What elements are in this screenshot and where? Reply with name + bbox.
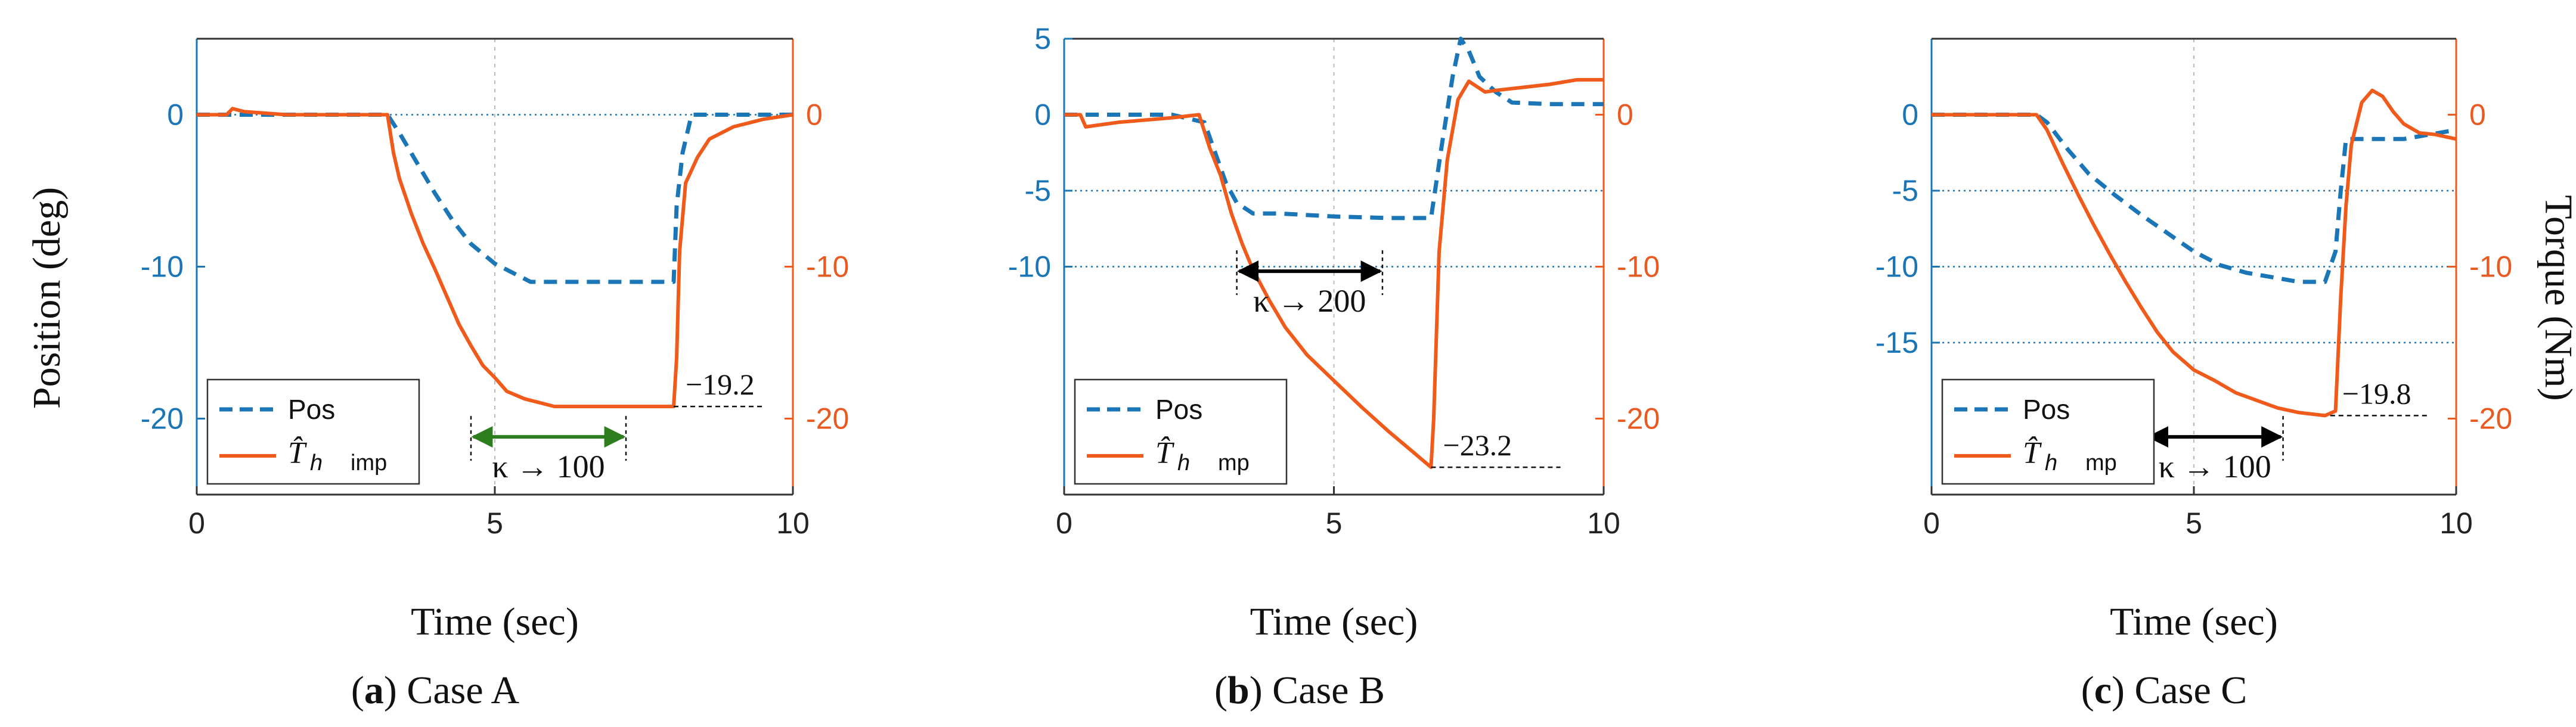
y-left-tick-label: -5 [1025,174,1051,207]
y-right-tick-label: -20 [806,402,849,436]
x-tick-label: 5 [486,507,503,540]
panel-case-c: 0 5 10 0 -5 -10 -15 0 -10 -20 −19.8 κ → 100 Pos T̂ h mp… [1876,38,2512,712]
x-axis-label: Time (sec) [1250,600,1418,644]
panel-caption: (c) Case C [2081,669,2248,712]
legend-pos-label: Pos [288,394,335,425]
x-axis-label: Time (sec) [2110,600,2278,644]
legend-box [1941,378,2155,485]
panel-caption: (a) Case A [351,669,520,712]
legend-torque-symbol: T̂ [2023,436,2042,470]
y-right-tick-label: -10 [1617,250,1660,284]
legend: Pos T̂ h mp [1074,378,1288,485]
value-annotation: −23.2 [1443,428,1512,462]
left-axis-label: Position (deg) [25,187,69,409]
legend: Pos T̂ h imp [206,378,420,485]
y-right-tick-label: 0 [1617,98,1633,132]
x-tick-label: 10 [2439,507,2473,540]
legend-torque-symbol: T̂ [288,436,307,470]
x-tick-label: 0 [1056,507,1072,540]
y-left-tick-label: -5 [1892,174,1918,207]
y-left-tick-label: -15 [1876,326,1918,359]
panel-case-a: 0 5 10 0 -10 -20 0 -10 -20 −19.2 κ → 100 Pos T̂ h imp T… [141,38,849,712]
right-axis-label: Torque (Nm) [2537,195,2576,400]
y-right-tick-label: -10 [806,250,849,284]
legend-box [1074,378,1288,485]
series-position-line [1932,113,2457,284]
series-torque-line [1932,88,2457,418]
y-right-tick-label: -20 [2469,402,2512,436]
y-right-tick-label: -20 [1617,402,1660,436]
legend-torque-suffix: imp [351,451,387,476]
legend-torque-subscript: h [1177,451,1190,476]
y-left-tick-label: -10 [1876,250,1918,284]
y-left-tick-label: 0 [167,98,184,132]
y-right-tick-label: 0 [806,98,823,132]
legend-pos-label: Pos [1155,394,1202,425]
legend-torque-subscript: h [2045,451,2057,476]
legend-torque-suffix: mp [1218,451,1250,476]
legend-torque-symbol: T̂ [1155,436,1174,470]
panel-caption: (b) Case B [1214,669,1385,712]
kappa-label: κ → 100 [492,449,605,484]
y-left-tick-label: -10 [1008,250,1051,284]
x-tick-label: 5 [2186,507,2202,540]
kappa-label: κ → 200 [1253,283,1366,319]
x-tick-label: 0 [1923,507,1940,540]
series-torque-line [1064,77,1604,470]
y-right-tick-label: 0 [2469,98,2486,132]
y-left-tick-label: -10 [141,250,184,284]
y-left-tick-label: -20 [141,402,184,436]
y-right-tick-label: -10 [2469,250,2512,284]
legend-pos-label: Pos [2023,394,2070,425]
x-tick-label: 0 [188,507,205,540]
legend-box [206,378,420,485]
legend-torque-suffix: mp [2085,451,2117,476]
y-left-tick-label: 0 [1034,98,1051,132]
y-left-tick-label: 5 [1034,22,1051,55]
series-torque-line [197,107,793,409]
panel-case-b: 0 5 10 5 0 -5 -10 0 -10 -20 −23.2 κ → 200 Pos T̂ h mp Ti… [1008,22,1660,712]
x-tick-label: 10 [776,507,810,540]
x-tick-label: 5 [1326,507,1343,540]
value-annotation: −19.8 [2342,377,2411,410]
legend: Pos T̂ h mp [1941,378,2155,485]
y-left-tick-label: 0 [1902,98,1918,132]
legend-torque-subscript: h [310,451,323,476]
kappa-label: κ → 100 [2159,449,2271,484]
series-position-line [1064,36,1604,220]
x-axis-label: Time (sec) [411,600,579,644]
x-tick-label: 10 [1587,507,1620,540]
value-annotation: −19.2 [686,368,755,401]
